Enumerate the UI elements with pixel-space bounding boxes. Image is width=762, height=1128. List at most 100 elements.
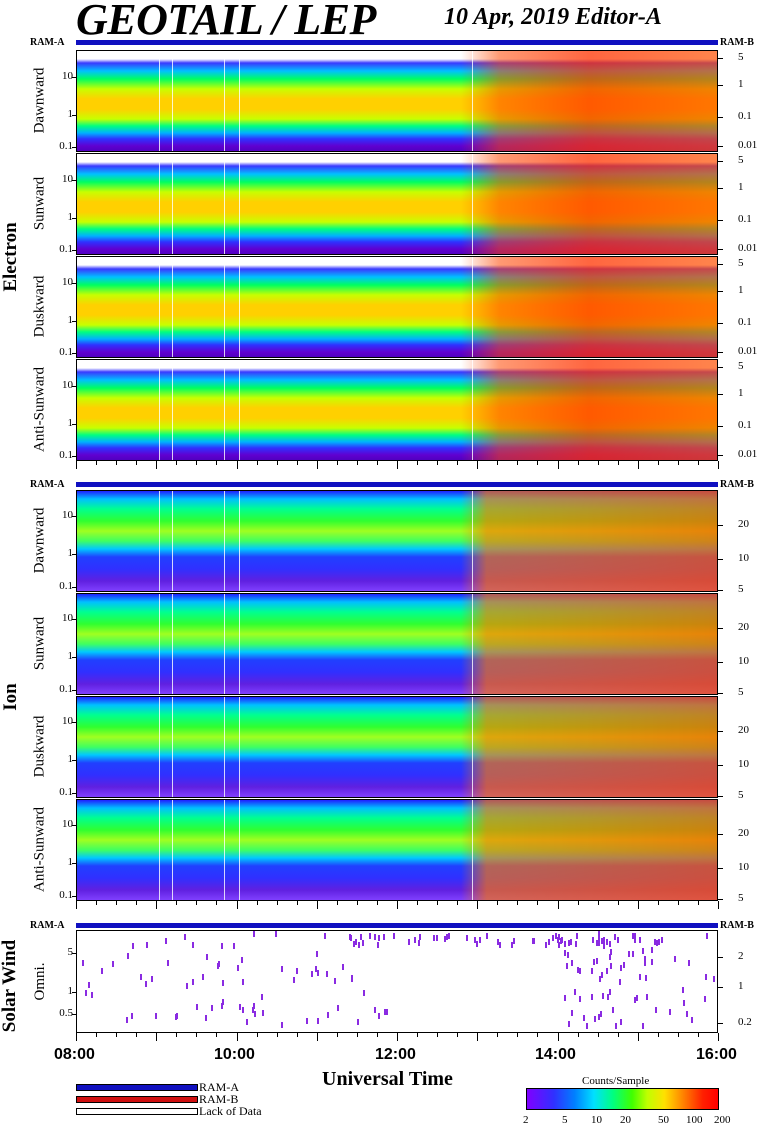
ion-panel-3-rtickmark-2 xyxy=(718,898,723,900)
electron-panel-0-gap-1 xyxy=(172,51,173,151)
electron-panel-1-gap-0 xyxy=(159,154,160,254)
solar-wind-dot-41 xyxy=(192,979,194,985)
electron-xtick-30 xyxy=(677,461,679,465)
solar-wind-dot-50 xyxy=(564,995,566,1001)
solar-wind-xtick-13 xyxy=(336,1033,338,1037)
electron-panel-2-gap-0 xyxy=(159,257,160,357)
solar-wind-dot-53 xyxy=(337,1005,339,1011)
electron-xtick-32 xyxy=(718,461,719,469)
electron-panel-2-rtickmark-1 xyxy=(718,290,723,292)
solar-wind-dot-51 xyxy=(126,1017,128,1023)
electron-xtick-27 xyxy=(617,461,619,465)
solar-wind-dot-21 xyxy=(651,959,653,965)
solar-wind-dot-16 xyxy=(167,960,169,966)
electron-panel-0-ytick-1: 1 xyxy=(67,108,74,121)
ion-panel-1-ytick-2: 0.1 xyxy=(59,682,73,695)
solar-wind-panel-0-gap-1 xyxy=(172,931,173,1032)
solar-wind-panel-0-ytickmark-1 xyxy=(72,991,76,993)
ion-panel-1-rtickmark-2 xyxy=(718,692,723,694)
solar-wind-panel-0-rtick-1: 1 xyxy=(738,979,744,992)
solar-wind-topdot-13 xyxy=(568,940,570,946)
ion-panel-0-ytickmark-0 xyxy=(72,515,76,517)
electron-panel-0-gap-2 xyxy=(224,51,225,151)
solar-wind-xtick-9 xyxy=(256,1033,258,1037)
electron-panel-0 xyxy=(76,50,718,152)
solar-wind-topdot-36 xyxy=(353,941,355,947)
solar-wind-xtick-21 xyxy=(497,1033,499,1037)
solar-wind-dot-74 xyxy=(374,1007,376,1013)
solar-wind-topdot-14 xyxy=(436,935,438,941)
ion-panel-3-rtick-1: 10 xyxy=(738,861,749,874)
ion-panel-2-gap-1 xyxy=(172,697,173,797)
solar-wind-topdot-35 xyxy=(576,933,578,939)
solar-wind-dot-0 xyxy=(593,959,595,965)
electron-panel-0-ytick-2: 0.1 xyxy=(59,139,73,152)
electron-panel-1-label: Sunward xyxy=(31,176,48,231)
solar-wind-topdot-26 xyxy=(634,937,636,943)
solar-wind-topdot-18 xyxy=(377,942,379,948)
solar-wind-ram-a-label: RAM-A xyxy=(30,920,65,931)
solar-wind-dot-43 xyxy=(85,990,87,996)
electron-xtick-4 xyxy=(156,461,158,469)
electron-panel-3-rtick-1: 1 xyxy=(738,386,744,399)
solar-wind-topdot-8 xyxy=(558,942,560,948)
solar-wind-panel-0-rtickmark-2 xyxy=(718,1022,723,1024)
solar-wind-dot-85 xyxy=(688,960,690,966)
colorbar-tick-4: 50 xyxy=(658,1114,669,1126)
solar-wind-topdot-42 xyxy=(433,935,435,941)
electron-xtick-28 xyxy=(637,461,639,469)
electron-panel-2 xyxy=(76,256,718,358)
solar-wind-xtick-5 xyxy=(176,1033,178,1037)
electron-xtick-20 xyxy=(477,461,479,469)
ion-panel-3-gap-4 xyxy=(472,800,473,900)
ion-xtick-17 xyxy=(417,901,419,905)
legend-ram-b-label: RAM-B xyxy=(199,1092,239,1106)
ion-panel-2-gap-3 xyxy=(239,697,240,797)
solar-wind-dot-32 xyxy=(241,957,243,963)
ion-xtick-11 xyxy=(296,901,298,905)
electron-xtick-12 xyxy=(316,461,318,469)
ion-panel-0-rtickmark-1 xyxy=(718,559,723,561)
solar-wind-dot-88 xyxy=(206,954,208,960)
solar-wind-topdot-45 xyxy=(614,934,616,940)
electron-panel-1-rtickmark-3 xyxy=(718,248,723,250)
ion-xtick-2 xyxy=(116,901,118,905)
ion-xtick-23 xyxy=(537,901,539,905)
electron-panel-0-ytick-0: 10 xyxy=(62,69,73,82)
electron-xtick-26 xyxy=(597,461,599,465)
ion-xtick-3 xyxy=(136,901,138,905)
electron-panel-1-rtickmark-0 xyxy=(718,161,723,163)
solar-wind-xtick-31 xyxy=(697,1033,699,1037)
ion-panel-1-ytickmark-0 xyxy=(72,618,76,620)
solar-wind-panel-0-ytick-1: 1 xyxy=(67,984,74,997)
solar-wind-dot-23 xyxy=(609,941,611,947)
ion-ram-b-label: RAM-B xyxy=(720,479,754,490)
ion-panel-2 xyxy=(76,696,718,798)
ion-xtick-21 xyxy=(497,901,499,905)
solar-wind-topdot-47 xyxy=(362,940,364,946)
solar-wind-topdot-44 xyxy=(378,935,380,941)
solar-wind-dot-139 xyxy=(564,941,566,947)
solar-wind-xtick-16 xyxy=(397,1033,398,1041)
ion-panel-2-rtickmark-2 xyxy=(718,795,723,797)
electron-xtick-18 xyxy=(437,461,439,465)
solar-wind-topdot-48 xyxy=(561,937,563,943)
solar-wind-dot-99 xyxy=(609,989,611,995)
solar-wind-topdot-39 xyxy=(393,933,395,939)
solar-wind-topdot-46 xyxy=(499,942,501,948)
ion-panel-2-rtickmark-1 xyxy=(718,765,723,767)
solar-wind-ram-bar xyxy=(76,923,718,928)
electron-panel-3-rtickmark-2 xyxy=(718,426,723,428)
ion-xtick-31 xyxy=(697,901,699,905)
solar-wind-dot-129 xyxy=(655,1007,657,1013)
solar-wind-dot-72 xyxy=(145,981,147,987)
solar-wind-panel-0-label: Omni. xyxy=(31,962,48,1000)
electron-panel-1-ytickmark-2 xyxy=(72,249,76,251)
solar-wind-xtick-28 xyxy=(637,1033,639,1041)
solar-wind-dot-134 xyxy=(112,961,114,967)
electron-panel-3-rtick-0: 5 xyxy=(738,360,744,373)
electron-panel-1-rtickmark-1 xyxy=(718,187,723,189)
ion-panel-3-gap-0 xyxy=(159,800,160,900)
ion-panel-3-ytick-1: 1 xyxy=(67,856,74,869)
colorbar-tick-1: 5 xyxy=(562,1114,568,1126)
